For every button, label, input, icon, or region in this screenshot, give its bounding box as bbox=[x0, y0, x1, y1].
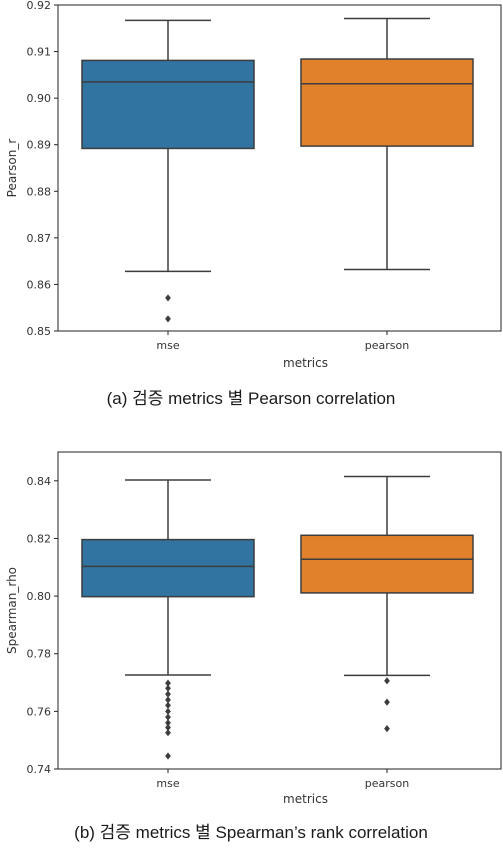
outlier-point bbox=[384, 725, 390, 733]
x-tick-label: pearson bbox=[365, 339, 409, 352]
x-tick-label: mse bbox=[156, 339, 179, 352]
y-axis-label: Pearson_r bbox=[5, 139, 19, 198]
y-tick-label: 0.92 bbox=[27, 0, 52, 12]
y-tick-label: 0.85 bbox=[27, 325, 52, 338]
y-tick-label: 0.74 bbox=[27, 763, 52, 776]
box-mse bbox=[81, 538, 255, 598]
y-axis-label: Spearman_rho bbox=[5, 567, 19, 654]
outlier-point bbox=[165, 684, 171, 692]
outlier-point bbox=[165, 752, 171, 760]
outlier-point bbox=[165, 719, 171, 727]
y-tick-label: 0.78 bbox=[27, 648, 52, 661]
outlier-point bbox=[165, 707, 171, 715]
panel-a-pearson-boxplot: 0.85 0.86 0.87 0.88 0.89 0.90 0.91 0.92 mse pears… bbox=[5, 0, 502, 408]
outlier-point bbox=[165, 723, 171, 732]
outlier-point bbox=[165, 679, 171, 687]
y-tick-label: 0.76 bbox=[27, 705, 52, 718]
y-tick-label: 0.87 bbox=[27, 232, 52, 245]
box-pearson bbox=[300, 534, 474, 594]
x-tick-label: mse bbox=[156, 777, 179, 790]
outlier-point bbox=[384, 677, 390, 685]
outlier-point bbox=[165, 696, 171, 704]
y-tick-label: 0.82 bbox=[27, 532, 52, 545]
outlier-point bbox=[165, 294, 171, 302]
x-tick-label: pearson bbox=[365, 777, 409, 790]
y-tick-label: 0.86 bbox=[27, 278, 52, 291]
plot-frame bbox=[57, 451, 502, 770]
y-tick-label: 0.91 bbox=[27, 46, 52, 59]
panel-b-spearman-boxplot: 0.74 0.76 0.78 0.80 0.82 0.84 mse pearson metric… bbox=[5, 451, 502, 842]
y-tick-label: 0.84 bbox=[27, 475, 52, 488]
y-tick-label: 0.88 bbox=[27, 185, 52, 198]
outlier-point bbox=[165, 690, 171, 698]
x-axis-label: metrics bbox=[283, 792, 328, 806]
y-tick-label: 0.89 bbox=[27, 139, 52, 152]
outlier-point bbox=[165, 315, 171, 323]
outlier-point bbox=[165, 713, 171, 721]
x-axis-label: metrics bbox=[283, 356, 328, 370]
outlier-point bbox=[165, 701, 171, 709]
y-tick-label: 0.90 bbox=[27, 92, 52, 105]
outlier-point bbox=[384, 698, 390, 706]
y-tick-label: 0.80 bbox=[27, 590, 52, 603]
outlier-point bbox=[165, 729, 171, 737]
box-pearson bbox=[300, 58, 474, 147]
figure-caption: (a) 검증 metrics 별 Pearson correlation bbox=[107, 389, 396, 408]
plot-frame bbox=[57, 4, 502, 332]
figure-caption: (b) 검증 metrics 별 Spearman’s rank correla… bbox=[74, 823, 428, 842]
box-mse bbox=[81, 59, 255, 150]
